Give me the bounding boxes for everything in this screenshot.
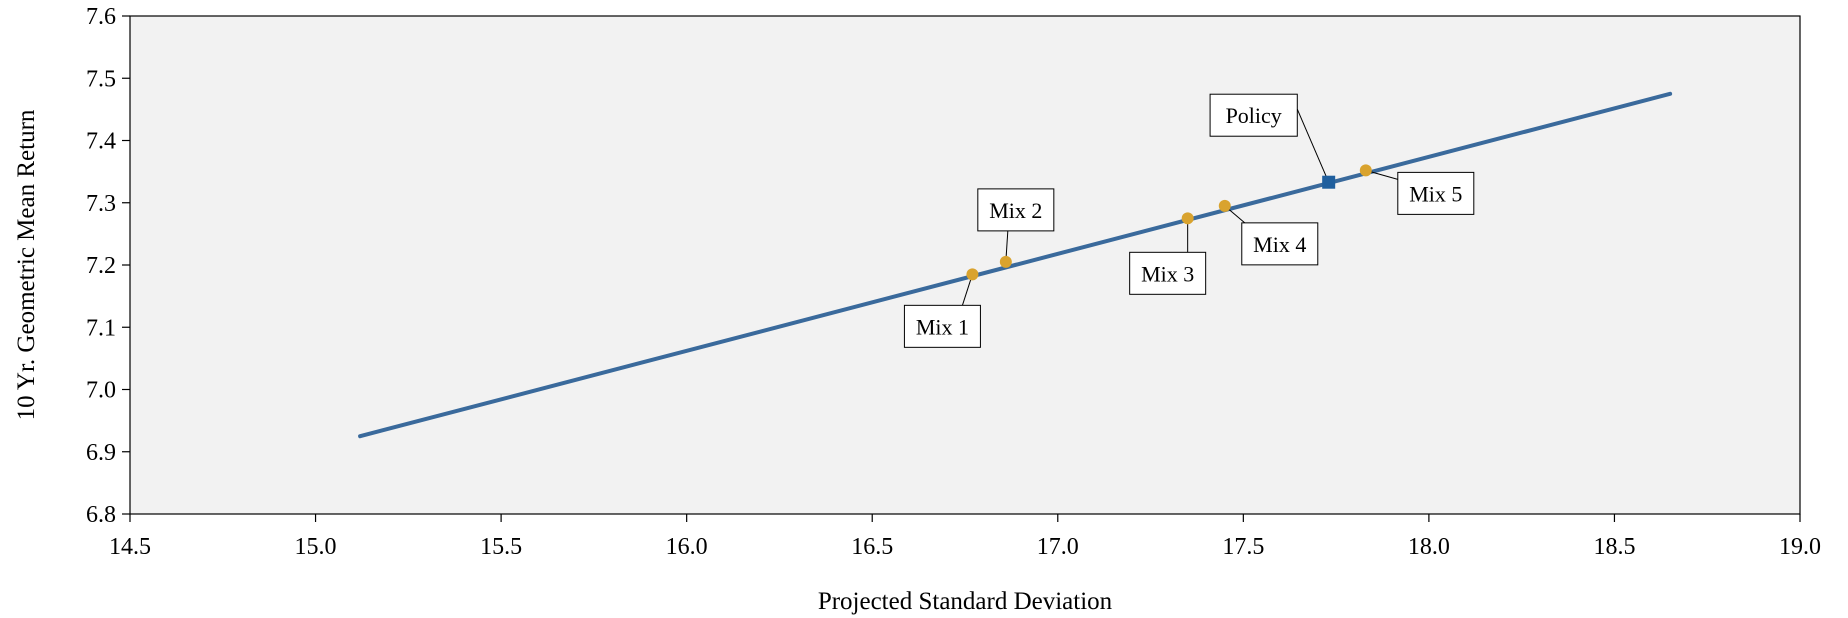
callout-box <box>1241 222 1319 266</box>
x-axis-title: Projected Standard Deviation <box>818 588 1113 615</box>
callout-box <box>1129 251 1207 295</box>
callout-box <box>903 304 981 348</box>
point-label: Policy <box>1226 103 1282 128</box>
callout-box <box>1397 171 1475 215</box>
x-tick-label: 15.0 <box>295 534 337 560</box>
y-axis: 6.8 6.9 7.0 7.1 7.2 7.3 7.4 7.5 7.6 <box>86 4 130 528</box>
y-tick-label: 7.5 <box>86 66 116 92</box>
mix-marker <box>1181 212 1194 225</box>
mix-marker <box>999 255 1012 268</box>
x-axis: 14.5 15.0 15.5 16.0 16.5 17.0 17.5 18.0 18.5 19.0 <box>109 514 1821 560</box>
point-label: Mix 4 <box>1253 232 1306 257</box>
callout-box <box>1209 93 1298 137</box>
point-label: Mix 2 <box>989 198 1042 223</box>
x-tick-label: 15.5 <box>480 534 522 560</box>
mix-marker <box>1359 164 1372 177</box>
y-tick-label: 7.3 <box>86 191 116 217</box>
callouts: Mix 1 Mix 2 Mix 3 Mix 4 Policy Mix 5 <box>903 93 1475 348</box>
markers <box>966 164 1372 281</box>
y-tick-label: 6.9 <box>86 440 116 466</box>
y-tick-label: 6.8 <box>86 502 116 528</box>
mix-marker <box>966 268 979 281</box>
mix-marker <box>1218 199 1231 212</box>
y-axis-title: 10 Yr. Geometric Mean Return <box>13 109 40 420</box>
y-tick-label: 7.4 <box>86 129 116 155</box>
x-tick-label: 16.5 <box>851 534 893 560</box>
point-label: Mix 5 <box>1409 181 1462 206</box>
frontier-line <box>358 91 1673 439</box>
plot-area <box>129 15 1801 515</box>
callout-box <box>977 188 1055 232</box>
y-tick-label: 7.6 <box>86 4 116 30</box>
x-tick-label: 14.5 <box>109 534 151 560</box>
callout-leader <box>1296 109 1330 183</box>
y-tick-label: 7.0 <box>86 378 116 404</box>
x-tick-label: 18.0 <box>1408 534 1450 560</box>
x-tick-label: 19.0 <box>1779 534 1821 560</box>
y-tick-label: 7.1 <box>86 315 116 341</box>
x-tick-label: 16.0 <box>666 534 708 560</box>
point-label: Mix 3 <box>1141 261 1194 286</box>
x-tick-label: 17.5 <box>1222 534 1264 560</box>
x-tick-label: 17.0 <box>1037 534 1079 560</box>
point-label: Mix 1 <box>916 314 969 339</box>
policy-marker <box>1322 175 1336 189</box>
x-tick-label: 18.5 <box>1593 534 1635 560</box>
y-tick-label: 7.2 <box>86 253 116 279</box>
